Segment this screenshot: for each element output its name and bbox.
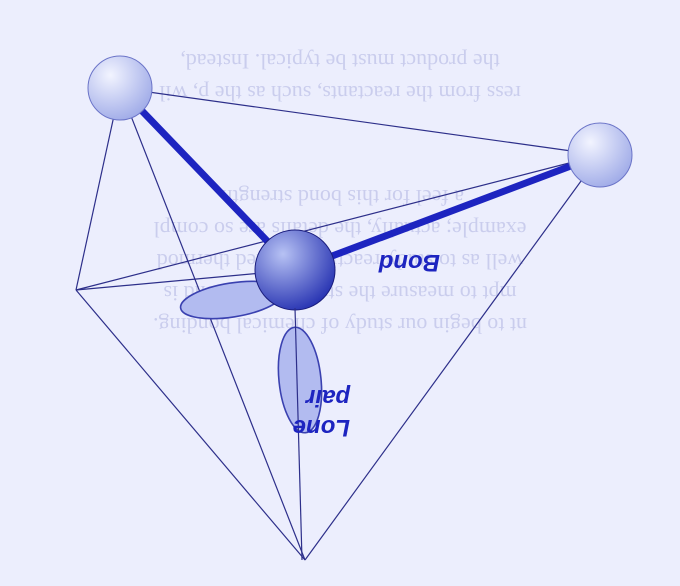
vertex-atom	[88, 56, 152, 120]
lone-pair-label-1: Lone	[293, 414, 350, 441]
bond-label: Bond	[377, 249, 440, 276]
ghost-text-line: ress from the reactants, such as the p, …	[159, 81, 521, 106]
molecule-diagram: nt to begin our study of chemical bondin…	[0, 0, 680, 586]
ghost-text-line: a feel for this bond strength.	[216, 185, 464, 210]
central-atom	[255, 230, 335, 310]
ghost-text-line: example; actually, the details are so co…	[153, 217, 526, 242]
ghost-text-line: the product must be typical. Instead,	[180, 49, 500, 74]
vertex-atom	[568, 123, 632, 187]
lone-pair-label-2: pair	[304, 384, 351, 411]
